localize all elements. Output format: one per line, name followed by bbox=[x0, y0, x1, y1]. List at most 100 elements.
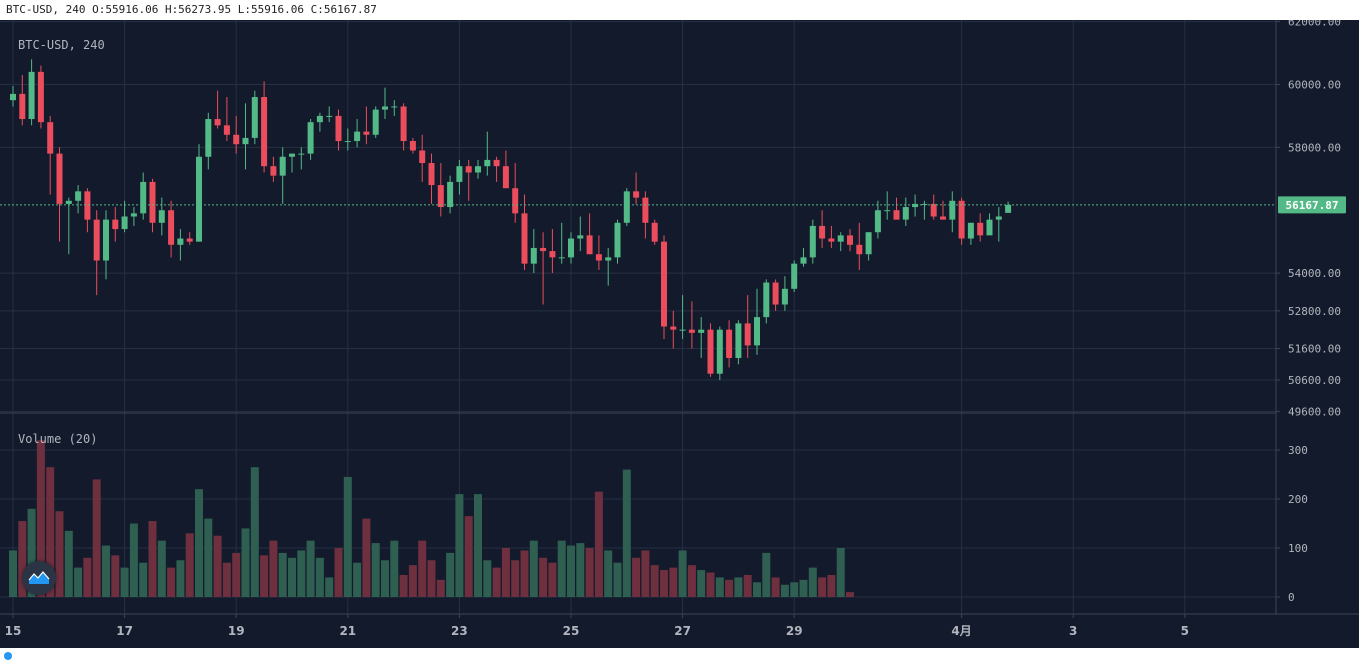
candle-body bbox=[261, 97, 268, 167]
volume-bar bbox=[818, 577, 827, 597]
volume-bar bbox=[436, 579, 445, 597]
candle-body bbox=[196, 156, 202, 242]
price-tick-label: 54000.00 bbox=[1288, 267, 1341, 280]
candle-body bbox=[372, 109, 379, 135]
candle-body bbox=[409, 141, 416, 151]
volume-bar bbox=[195, 489, 203, 597]
candle-body bbox=[335, 115, 342, 142]
candle-body bbox=[493, 159, 500, 167]
volume-bar bbox=[371, 543, 380, 597]
chart[interactable]: 62000.00 60000.00 58000.00 54000.00 52800.00… bbox=[0, 20, 1359, 648]
price-tick-label: 52800.00 bbox=[1288, 305, 1341, 318]
candle-body bbox=[735, 323, 742, 358]
candle-body bbox=[847, 235, 853, 245]
volume-bar bbox=[343, 476, 352, 597]
volume-bar bbox=[157, 540, 166, 597]
price-tick-label: 58000.00 bbox=[1288, 141, 1341, 154]
volume-bar bbox=[381, 560, 389, 597]
time-tick-label: 15 bbox=[5, 624, 22, 638]
footer bbox=[0, 648, 1359, 660]
candle-body bbox=[437, 185, 444, 208]
time-axis[interactable] bbox=[0, 614, 1359, 648]
volume-tick-label: 0 bbox=[1288, 591, 1295, 604]
volume-bar bbox=[762, 552, 771, 597]
volume-bar bbox=[399, 574, 408, 597]
volume-bar bbox=[418, 540, 427, 597]
volume-bar bbox=[390, 540, 399, 597]
volume-bar bbox=[669, 567, 678, 597]
candle-body bbox=[177, 238, 184, 245]
candle-body bbox=[75, 191, 82, 201]
volume-bar bbox=[650, 565, 659, 597]
candle-body bbox=[140, 181, 147, 214]
price-tick-label: 62000.00 bbox=[1288, 20, 1341, 29]
candle-body bbox=[242, 137, 249, 145]
volume-bar bbox=[315, 557, 324, 597]
volume-bar bbox=[325, 577, 334, 597]
candle-body bbox=[130, 213, 137, 217]
grid bbox=[0, 20, 1276, 614]
time-tick-label: 23 bbox=[451, 624, 468, 638]
candle-body bbox=[688, 329, 695, 333]
volume-bar bbox=[55, 511, 64, 597]
time-tick-label: 25 bbox=[563, 624, 580, 638]
candle-body bbox=[465, 166, 472, 173]
candle-body bbox=[223, 125, 230, 135]
candle-body bbox=[37, 71, 44, 123]
candle-body bbox=[791, 263, 798, 289]
volume-bar bbox=[604, 550, 613, 597]
volume-tick-label: 200 bbox=[1288, 493, 1308, 506]
volume-bar bbox=[306, 540, 315, 597]
volume-bar bbox=[846, 592, 854, 597]
volume-bar bbox=[129, 523, 138, 597]
candle-body bbox=[940, 216, 946, 220]
volume-bar bbox=[622, 469, 631, 597]
volume-bar bbox=[576, 543, 585, 597]
candle-body bbox=[614, 222, 621, 258]
volume-bar bbox=[83, 557, 92, 597]
last-price-label: 56167.87 bbox=[1286, 199, 1339, 212]
candle-body bbox=[633, 191, 640, 198]
candle-body bbox=[186, 238, 193, 242]
candle-body bbox=[363, 131, 370, 135]
volume-bar bbox=[641, 550, 650, 597]
candle-body bbox=[19, 93, 26, 120]
candle-body bbox=[605, 257, 612, 261]
candle-body bbox=[56, 153, 63, 204]
volume-bar bbox=[9, 550, 17, 597]
candle-body bbox=[558, 257, 565, 259]
time-tick-label: 5 bbox=[1181, 624, 1189, 638]
last-price-badge: 56167.87 bbox=[1278, 196, 1346, 214]
volume-bar bbox=[520, 550, 529, 597]
candle-body bbox=[289, 153, 295, 157]
time-ticks: 15 17 19 21 23 25 27 29 4月 3 5 bbox=[5, 614, 1189, 638]
candle-body bbox=[270, 166, 277, 176]
volume-ticks: 300 200 100 0 bbox=[1276, 444, 1308, 604]
candle-body bbox=[28, 71, 35, 120]
candle-body bbox=[382, 106, 388, 110]
candle-body bbox=[158, 210, 165, 223]
candle-body bbox=[949, 200, 956, 220]
volume-bar bbox=[167, 567, 176, 597]
candle-body bbox=[344, 141, 351, 143]
volume-bar bbox=[18, 521, 27, 597]
price-tick-label: 50600.00 bbox=[1288, 374, 1341, 387]
candle-body bbox=[307, 122, 314, 154]
candle-body bbox=[428, 163, 435, 186]
candle-body bbox=[149, 181, 156, 223]
candle-body bbox=[549, 251, 556, 258]
tradingview-logo-button[interactable] bbox=[22, 561, 56, 595]
status-dot-icon bbox=[4, 652, 12, 660]
last-price-badge-bg bbox=[1278, 196, 1346, 214]
price-axis[interactable] bbox=[1276, 20, 1359, 614]
volume-bar bbox=[567, 545, 575, 597]
candle-body bbox=[800, 257, 807, 264]
candle-body bbox=[828, 238, 835, 242]
volume-bar bbox=[446, 552, 455, 597]
candle-body bbox=[298, 153, 305, 155]
volume-bar bbox=[632, 557, 641, 597]
candle-body bbox=[10, 93, 16, 101]
chart-logo-icon bbox=[28, 571, 50, 584]
candle-body bbox=[707, 329, 714, 374]
candle-body bbox=[512, 188, 519, 214]
